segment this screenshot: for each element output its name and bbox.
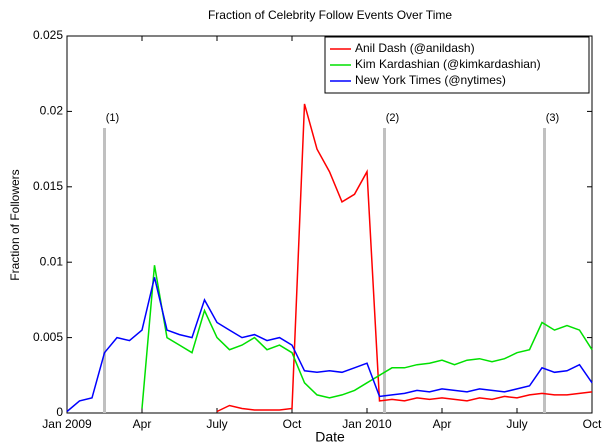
y-tick-label: 0 [56,405,63,419]
legend-label: Anil Dash (@anildash) [355,41,475,55]
x-tick-label: July [206,417,227,431]
annotation-label: (1) [106,112,119,124]
legend-label: New York Times (@nytimes) [355,73,506,87]
series-line [66,277,593,413]
x-tick-label: Apr [133,417,152,431]
x-tick-label: July [506,417,527,431]
x-tick-label: Jan 2009 [42,417,92,431]
chart-title: Fraction of Celebrity Follow Events Over… [208,8,452,22]
y-tick-label: 0.01 [40,254,64,268]
x-tick-label: Jan 2010 [342,417,392,431]
x-axis-label: Date [315,429,345,445]
x-tick-label: Apr [433,417,452,431]
series-line [141,265,593,409]
series-line [216,103,593,413]
y-tick-label: 0.015 [33,179,63,193]
legend-box [324,36,590,94]
x-tick-label: Oct [583,417,602,431]
y-tick-label: 0.005 [33,330,63,344]
legend-label: Kim Kardashian (@kimkardashian) [355,57,541,71]
annotation-label: (3) [546,112,559,124]
y-tick-label: 0.025 [33,28,63,42]
plot-frame [66,35,593,414]
x-tick-label: Oct [283,417,302,431]
y-axis-label: Fraction of Followers [8,169,22,280]
y-tick-label: 0.02 [40,104,64,118]
annotation-label: (2) [386,112,399,124]
